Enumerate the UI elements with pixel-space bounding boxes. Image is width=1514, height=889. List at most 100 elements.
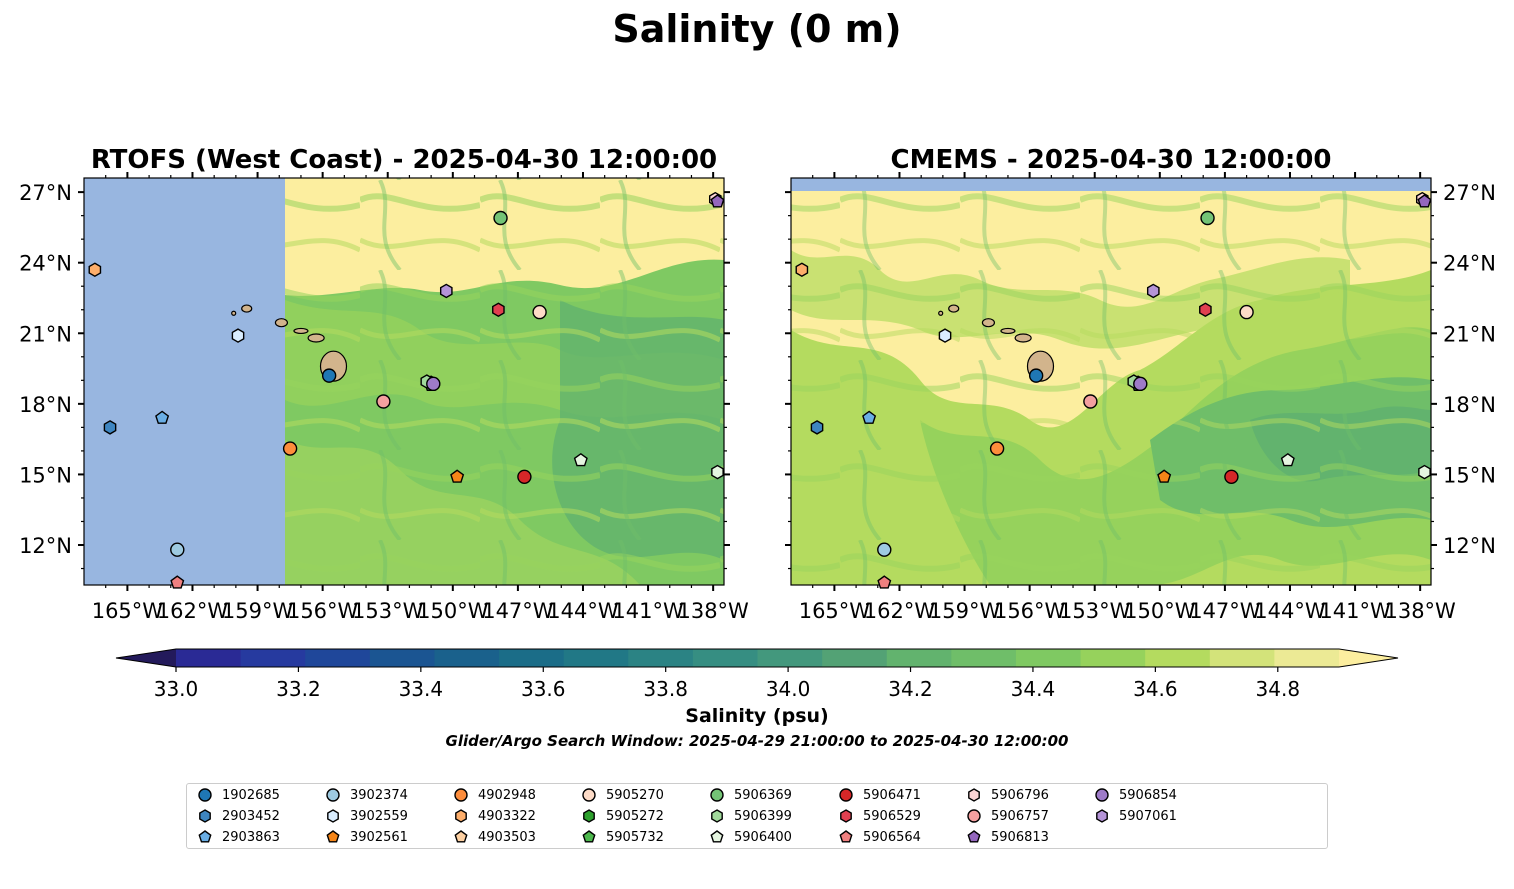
- cmems-xtick-label: 141°W: [1319, 599, 1391, 623]
- rtofs-salinity-field: [84, 178, 724, 585]
- legend-marker: [199, 809, 211, 823]
- cmems-xtick-label: 159°W: [929, 599, 1001, 623]
- pentagon-marker-icon: [967, 830, 981, 843]
- legend-marker: [967, 830, 981, 843]
- circle-marker-icon: [967, 809, 981, 823]
- colorbar-bin: [1209, 649, 1275, 667]
- legend-label: 4902948: [478, 787, 536, 803]
- legend-marker: [455, 809, 467, 823]
- legend-label: 5906796: [991, 787, 1049, 803]
- legend-item-5906757: 5906757: [966, 807, 1049, 825]
- legend-marker: [326, 830, 340, 843]
- rtofs-xtick-label: 147°W: [482, 599, 554, 623]
- rtofs-float-5906400: [573, 452, 588, 467]
- rtofs-ytick-label: 15°N: [19, 463, 72, 487]
- rtofs-island-maui: [307, 333, 325, 343]
- rtofs-ytick-label: 21°N: [19, 322, 72, 346]
- cmems-float-5907061: [1146, 283, 1160, 299]
- rtofs-float-extra-hex: [711, 464, 724, 480]
- cmems-xtick-label: 144°W: [1254, 599, 1326, 623]
- legend-item-5906813: 5906813: [966, 828, 1049, 846]
- cmems-island-molokai: [1000, 327, 1016, 335]
- legend-label: 5906529: [863, 808, 921, 824]
- cmems-float-2903452: [810, 420, 824, 435]
- rtofs-xtick-label: 153°W: [352, 599, 424, 623]
- legend-item-4903503: 4903503: [453, 828, 536, 846]
- legend-item-5906796: 5906796: [966, 786, 1049, 804]
- legend-marker: [1096, 809, 1108, 823]
- pentagon-marker-icon: [454, 830, 468, 843]
- hexagon-marker-icon: [711, 809, 723, 823]
- legend-label: 4903322: [478, 808, 536, 824]
- colorbar-bin: [886, 649, 952, 667]
- colorbar-tick-label: 34.4: [1011, 677, 1056, 701]
- legend-marker: [1095, 788, 1109, 802]
- cmems-ytick-label: 24°N: [1443, 252, 1496, 276]
- rtofs-float-4902948: [282, 441, 298, 456]
- rtofs-xtick-label: 138°W: [677, 599, 749, 623]
- cmems-island-maui: [1014, 333, 1032, 343]
- rtofs-float-5906854: [426, 376, 441, 392]
- cmems-xtick-label: 147°W: [1189, 599, 1261, 623]
- cmems-float-2903863: [862, 410, 877, 424]
- legend-item-2903863: 2903863: [197, 828, 280, 846]
- cmems-salinity-field: [791, 178, 1431, 585]
- cmems-island-niihau: [938, 310, 944, 316]
- pentagon-marker-icon: [326, 830, 340, 843]
- rtofs-ytick-label: 24°N: [19, 252, 72, 276]
- rtofs-island-oahu: [274, 318, 289, 328]
- cmems-float-5906529: [1199, 302, 1212, 318]
- colorbar-bin: [563, 649, 629, 667]
- rtofs-title: RTOFS (West Coast) - 2025-04-30 12:00:00: [91, 145, 717, 175]
- rtofs-float-5906757: [376, 394, 391, 409]
- colorbar-tick-label: 33.0: [154, 677, 199, 701]
- legend-item-5906854: 5906854: [1094, 786, 1177, 804]
- legend-item-5906400: 5906400: [709, 828, 792, 846]
- circle-marker-icon: [839, 788, 853, 802]
- cmems-float-5906369: [1200, 210, 1215, 226]
- cmems-ytick-label: 27°N: [1443, 181, 1496, 205]
- rtofs-island-kauai: [241, 304, 253, 313]
- rtofs-float-1902685: [321, 368, 337, 383]
- rtofs-float-5906529: [492, 302, 505, 318]
- legend-marker: [840, 809, 852, 823]
- colorbar-extend-low: [116, 649, 176, 667]
- cmems-xtick-label: 138°W: [1384, 599, 1456, 623]
- legend-label: 5906757: [991, 808, 1049, 824]
- cmems-float-4903322: [795, 262, 809, 278]
- circle-marker-icon: [326, 788, 340, 802]
- legend-label: 5906854: [1119, 787, 1177, 803]
- cmems-float-3902374: [877, 542, 892, 557]
- colorbar-bin: [1080, 649, 1146, 667]
- rtofs-float-5906369: [493, 210, 508, 226]
- cmems-ytick-label: 21°N: [1443, 322, 1496, 346]
- colorbar-tick-label: 34.6: [1133, 677, 1178, 701]
- rtofs-float-5906813: [710, 194, 725, 208]
- colorbar-tick-label: 34.8: [1256, 677, 1301, 701]
- hexagon-marker-icon: [199, 809, 211, 823]
- legend-marker: [454, 788, 468, 802]
- legend-label: 2903452: [222, 808, 280, 824]
- cmems-float-4902948: [989, 441, 1005, 456]
- cmems-float-1902685: [1028, 368, 1044, 383]
- rtofs-ytick-label: 18°N: [19, 393, 72, 417]
- circle-marker-icon: [1095, 788, 1109, 802]
- rtofs-float-5906471: [517, 469, 532, 484]
- hexagon-marker-icon: [455, 809, 467, 823]
- rtofs-xtick-label: 144°W: [547, 599, 619, 623]
- cmems-xtick-label: 156°W: [994, 599, 1066, 623]
- float-legend: 1902685 2903452 2903863 3902374 3902559 39025…: [186, 783, 1328, 849]
- cmems-title: CMEMS - 2025-04-30 12:00:00: [891, 145, 1332, 175]
- legend-marker: [327, 809, 339, 823]
- legend-item-4903322: 4903322: [453, 807, 536, 825]
- cmems-axis-ticks: 165°W162°W159°W156°W153°W150°W147°W144°W…: [785, 172, 1496, 623]
- rtofs-float-3902374: [170, 542, 185, 557]
- colorbar-bin: [951, 649, 1017, 667]
- colorbar-outline: [115, 648, 1399, 668]
- legend-item-5905272: 5905272: [581, 807, 664, 825]
- cmems-float-3902561: [1157, 469, 1172, 483]
- search-window-text: Glider/Argo Search Window: 2025-04-29 21…: [446, 732, 1069, 750]
- colorbar-label: Salinity (psu): [685, 705, 828, 727]
- legend-marker: [326, 788, 340, 802]
- rtofs-float-3902561: [450, 469, 465, 483]
